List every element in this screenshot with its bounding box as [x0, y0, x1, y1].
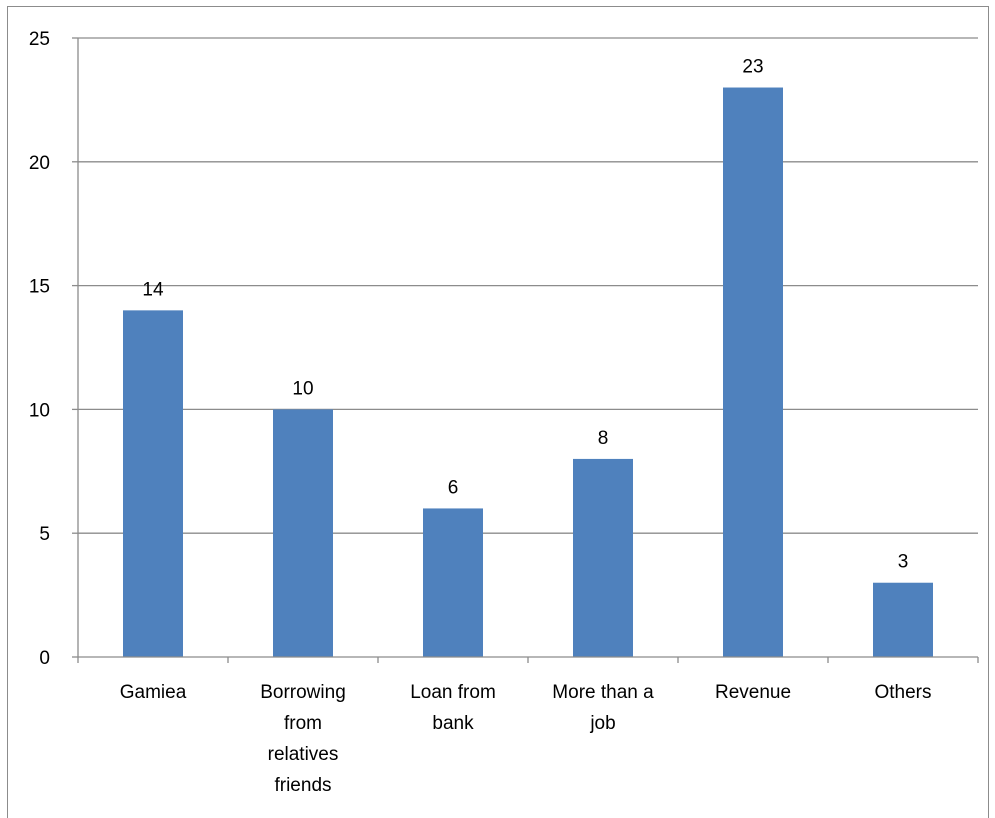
y-tick-label: 15 [29, 277, 50, 298]
category-label-line: Gamiea [120, 682, 187, 703]
y-tick-label: 25 [29, 29, 50, 50]
bar [723, 87, 783, 657]
category-label-line: Revenue [715, 682, 791, 703]
label-layer: 0 5 10 15 20 25 14 Gamiea 10 Borrowing from relativ… [29, 29, 932, 796]
category-label: Borrowing from relatives friends [260, 682, 346, 796]
category-label: Revenue [715, 682, 791, 703]
data-label: 10 [292, 378, 313, 399]
category-label: Loan from bank [410, 682, 496, 734]
data-label: 6 [448, 477, 459, 498]
grid-layer [78, 37, 978, 534]
bar-layer [123, 87, 933, 657]
bar [873, 582, 933, 657]
y-tick-label: 10 [29, 400, 50, 421]
data-label: 8 [598, 428, 609, 449]
bar [573, 458, 633, 657]
data-label: 3 [898, 552, 909, 573]
category-label-line: relatives [268, 744, 339, 765]
category-label: Gamiea [120, 682, 187, 703]
category-label-line: More than a [552, 682, 654, 703]
data-label: 23 [742, 57, 763, 78]
axis-layer [72, 37, 979, 663]
category-label-line: job [589, 713, 615, 734]
y-tick-label: 5 [39, 524, 50, 545]
y-tick-label: 0 [39, 648, 50, 669]
category-label-line: bank [432, 713, 474, 734]
bar [123, 310, 183, 657]
category-label: Others [874, 682, 931, 703]
bar [423, 508, 483, 657]
y-tick-label: 20 [29, 153, 50, 174]
category-label: More than a job [552, 682, 654, 734]
data-label: 14 [142, 279, 164, 300]
category-label-line: friends [274, 775, 331, 796]
category-label-line: Others [874, 682, 931, 703]
category-label-line: Borrowing [260, 682, 346, 703]
category-label-line: Loan from [410, 682, 496, 703]
bar [273, 409, 333, 657]
category-label-line: from [284, 713, 322, 734]
